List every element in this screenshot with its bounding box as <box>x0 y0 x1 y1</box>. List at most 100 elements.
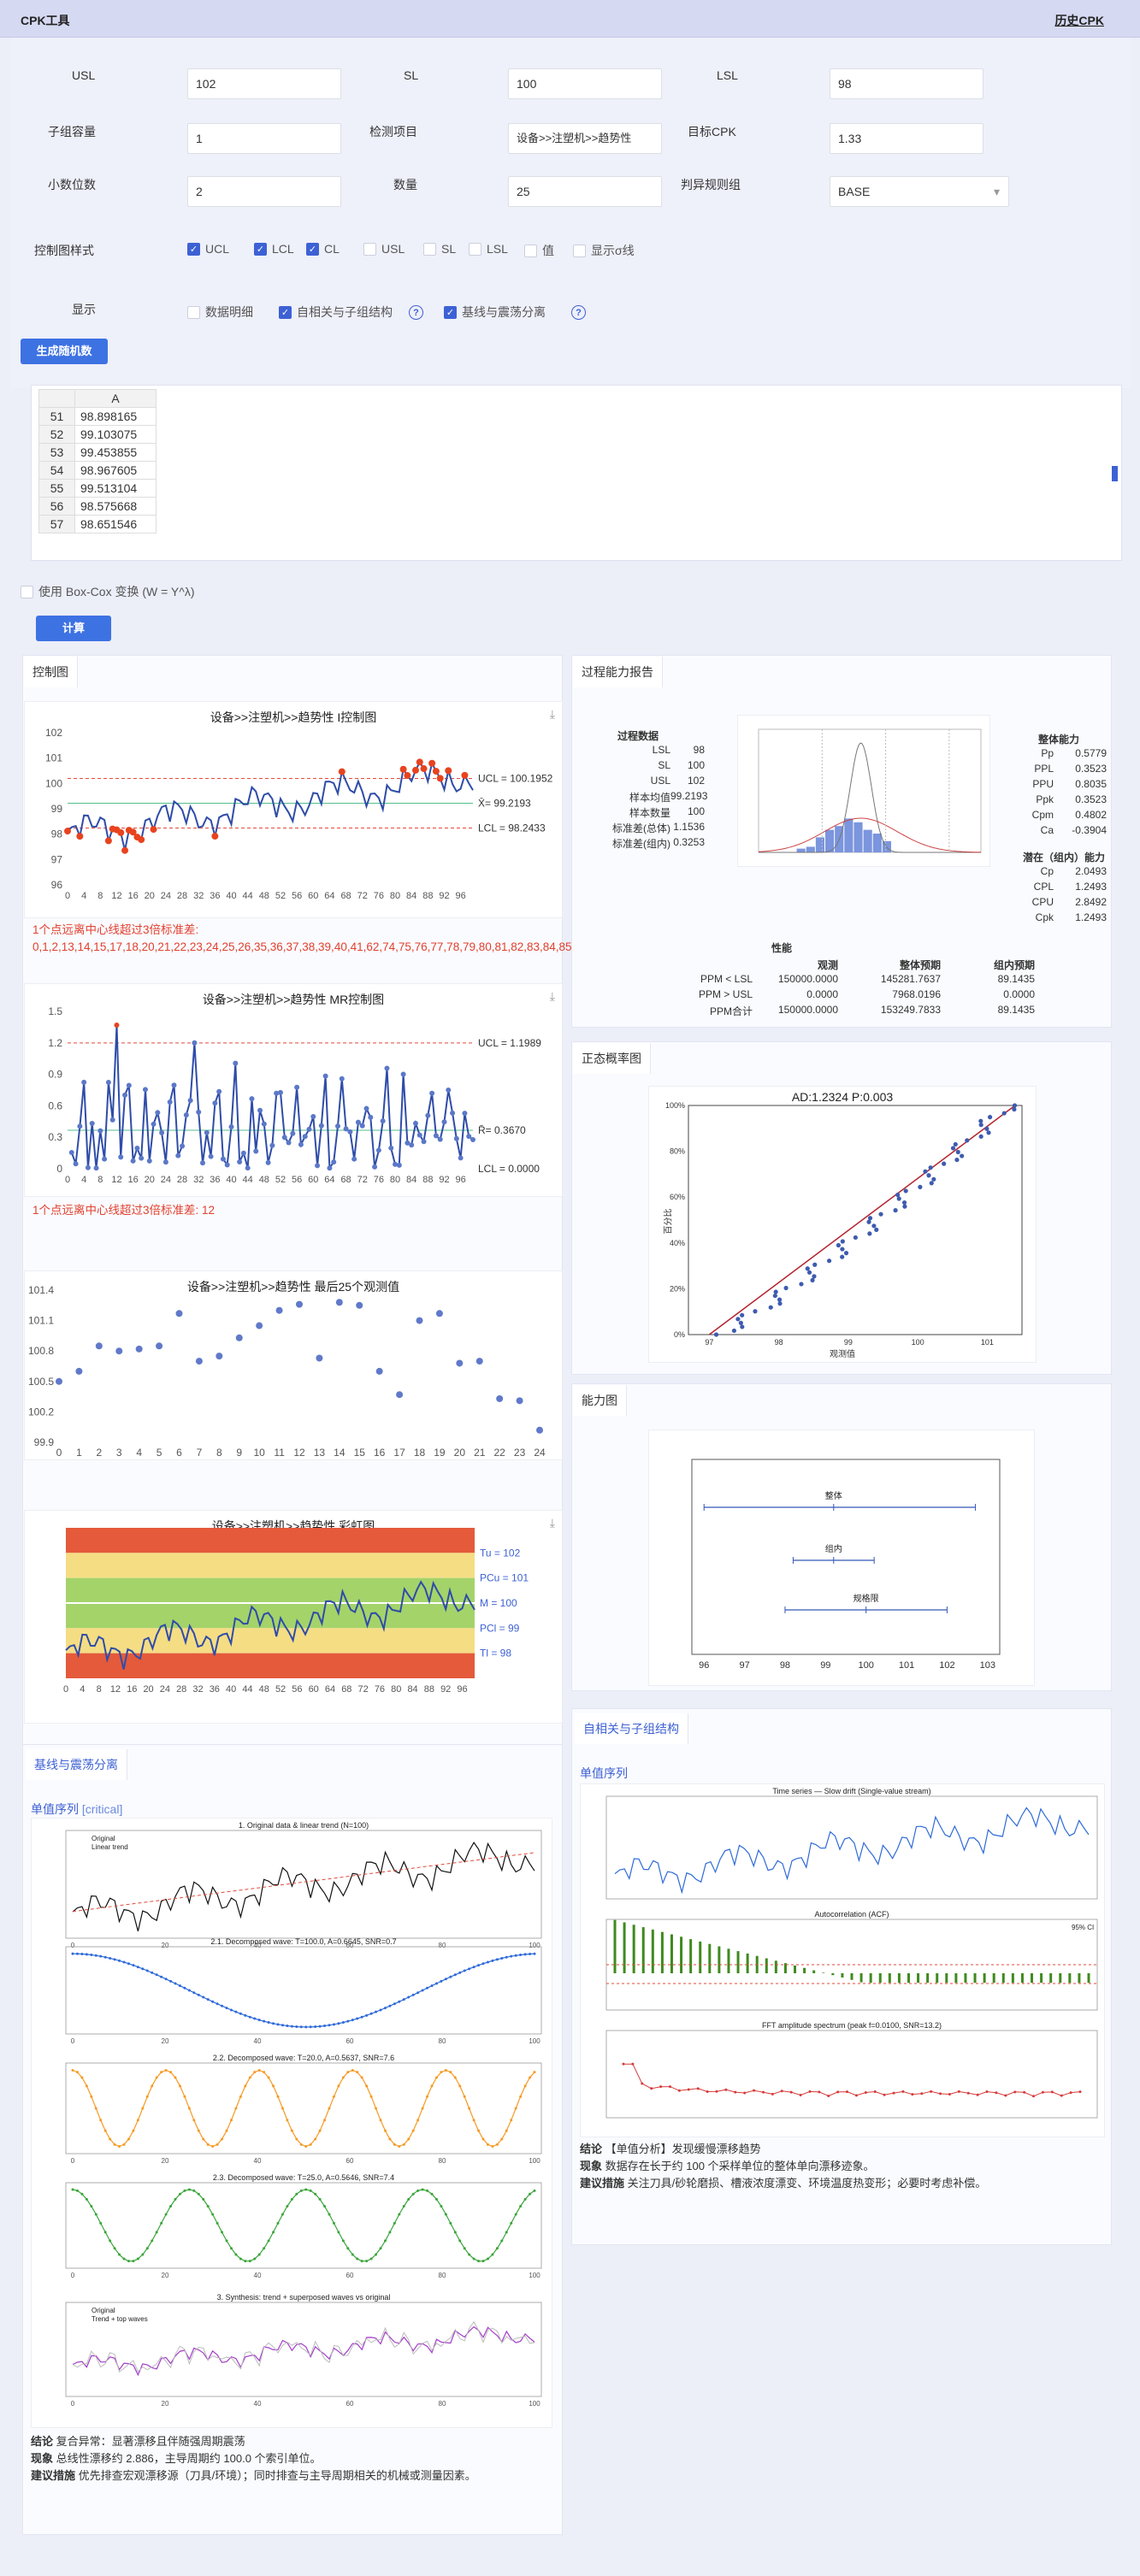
top-bar: CPK工具 历史CPK <box>0 0 1140 38</box>
cell-value[interactable]: 98.898165 <box>74 407 157 426</box>
checkbox-2[interactable]: ✓ CL <box>306 242 340 256</box>
subplot-point <box>290 2129 293 2132</box>
checkbox-7[interactable]: 显示σ线 <box>573 242 635 259</box>
np-point <box>768 1305 773 1310</box>
subplot-point <box>434 1982 438 1985</box>
mr-point <box>114 1022 120 1028</box>
np-point <box>984 1126 989 1131</box>
subplot-point <box>495 2247 499 2250</box>
boxcox-checkbox[interactable]: 使用 Box-Cox 变换 (W = Y^λ) <box>21 583 195 600</box>
performance-cell: PPM < LSL <box>700 973 753 985</box>
data-grid[interactable]: A 51 98.898165 52 99.103075 53 99.453855 54 98.… <box>31 385 1122 561</box>
checkbox-3[interactable]: USL <box>363 242 405 256</box>
checkbox-box <box>363 242 376 256</box>
checkbox-2[interactable]: ✓ 基线与震荡分离 <box>444 304 546 321</box>
np-point <box>1012 1103 1018 1108</box>
decimals-input[interactable]: 2 <box>187 176 341 207</box>
checkbox-1[interactable]: ✓ 自相关与子组结构 <box>279 304 393 321</box>
x-tick: 100 <box>529 2400 540 2408</box>
subplot-point <box>94 1954 97 1957</box>
conclusion-key: 结论 <box>31 2435 54 2448</box>
sl-input[interactable]: 100 <box>508 68 662 99</box>
generate-random-button[interactable]: 生成随机数 <box>21 339 108 364</box>
overall-key: PPL <box>1034 763 1054 775</box>
x-tick: 60 <box>346 2157 354 2165</box>
subplot-point <box>183 2095 186 2098</box>
calculate-button[interactable]: 计算 <box>36 616 111 641</box>
tab-capability-plot[interactable]: 能力图 <box>573 1385 627 1416</box>
subgroup-input[interactable]: 1 <box>187 123 341 154</box>
subplot-point <box>276 2095 280 2098</box>
overall-key: Cpm <box>1031 809 1054 821</box>
subplot-point <box>229 2247 233 2250</box>
fft-point <box>1050 2090 1054 2094</box>
band <box>66 1528 475 1553</box>
tab-normal-prob[interactable]: 正态概率图 <box>573 1043 651 1074</box>
download-icon[interactable]: ⤓ <box>549 989 555 1003</box>
subplot-point <box>286 2119 289 2122</box>
hist-bar <box>872 834 882 852</box>
np-point <box>777 1297 783 1302</box>
tab-baseline[interactable]: 基线与震荡分离 <box>26 1749 127 1780</box>
x-tick: 103 <box>980 1660 995 1671</box>
x-tick: 28 <box>176 1684 186 1695</box>
overall-value: 0.3523 <box>1075 793 1107 805</box>
subplot-point <box>383 2239 387 2243</box>
np-point <box>805 1266 810 1271</box>
x-tick: 16 <box>127 1175 138 1185</box>
cell-value[interactable]: 99.103075 <box>74 425 157 444</box>
overall-key: Pp <box>1041 747 1054 759</box>
subplot-point <box>94 2213 97 2216</box>
subplot-point <box>486 2143 489 2146</box>
subplot-point <box>221 2004 224 2007</box>
process-data-title: 过程数据 <box>617 730 659 742</box>
fft-point <box>622 2062 625 2066</box>
checkbox-6[interactable]: 值 <box>524 242 554 259</box>
lsl-input[interactable]: 98 <box>830 68 983 99</box>
cell-value[interactable]: 98.651546 <box>74 515 157 533</box>
subplot-point <box>151 1971 154 1974</box>
x-tick: 60 <box>308 1175 318 1185</box>
download-icon[interactable]: ⤓ <box>549 1516 555 1530</box>
performance-cell: PPM合计 <box>709 1005 753 1017</box>
potential-key: CPU <box>1031 896 1054 908</box>
checkbox-label: 数据明细 <box>205 305 253 319</box>
x-tick: 24 <box>160 1684 170 1695</box>
subplot-point <box>510 2221 513 2225</box>
cell-value[interactable]: 99.453855 <box>74 443 157 462</box>
subplot-point <box>402 1998 405 2001</box>
checkbox-1[interactable]: ✓ LCL <box>254 242 294 256</box>
history-cpk-link[interactable]: 历史CPK <box>1054 14 1104 27</box>
subplot-point <box>398 2000 401 2003</box>
mr-point <box>388 1145 394 1151</box>
subplot-point <box>383 2007 387 2010</box>
target-cpk-input[interactable]: 1.33 <box>830 123 983 154</box>
y-tick: 99 <box>51 803 63 815</box>
checkbox-4[interactable]: SL <box>423 242 456 256</box>
x-tick: 20 <box>454 1447 466 1459</box>
tab-control-chart[interactable]: 控制图 <box>24 657 78 687</box>
subplot-point <box>510 1954 513 1958</box>
cell-value[interactable]: 98.575668 <box>74 497 157 516</box>
checkbox-5[interactable]: LSL <box>469 242 508 256</box>
np-point <box>840 1247 845 1252</box>
scrollbar-thumb[interactable] <box>1112 466 1118 481</box>
rule-group-select[interactable]: BASE <box>830 176 1009 207</box>
cell-value[interactable]: 99.513104 <box>74 479 157 498</box>
help-icon[interactable]: ? <box>409 305 423 320</box>
checkbox-0[interactable]: 数据明细 <box>187 304 253 321</box>
mr-point <box>425 1112 431 1118</box>
tab-autocorr[interactable]: 自相关与子组结构 <box>575 1713 688 1744</box>
download-icon[interactable]: ⤓ <box>549 707 555 721</box>
subplot-point <box>426 1986 429 1989</box>
tab-capability-report[interactable]: 过程能力报告 <box>573 657 663 687</box>
item-input[interactable]: 设备>>注塑机>>趋势性 <box>508 123 662 154</box>
help-icon[interactable]: ? <box>571 305 586 320</box>
usl-input[interactable]: 102 <box>187 68 341 99</box>
subplot-point <box>248 2076 251 2079</box>
fft-point <box>901 2090 905 2093</box>
x-tick: 64 <box>325 1684 335 1695</box>
quantity-input[interactable]: 25 <box>508 176 662 207</box>
cell-value[interactable]: 98.967605 <box>74 461 157 480</box>
checkbox-0[interactable]: ✓ UCL <box>187 242 229 256</box>
